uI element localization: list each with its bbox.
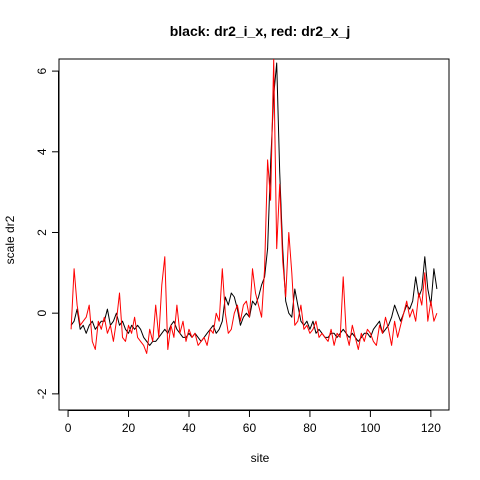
y-axis-label: scale dr2: [3, 215, 17, 264]
y-tick-label: 4: [35, 148, 49, 155]
y-tick-label: 0: [35, 310, 49, 317]
x-tick-label: 100: [360, 421, 380, 435]
series-line-black: [70, 62, 438, 346]
x-axis-label: site: [251, 451, 270, 465]
chart-title: black: dr2_i_x, red: dr2_x_j: [170, 23, 351, 39]
x-tick-label: 0: [65, 421, 72, 435]
x-axis: 0 20 40 60 80 100 120: [65, 410, 441, 435]
x-tick-label: 40: [182, 421, 196, 435]
y-tick-label: 6: [35, 67, 49, 74]
plot-area: [58, 58, 450, 411]
x-tick-label: 60: [243, 421, 257, 435]
y-axis: -2 0 2 4 6: [35, 67, 59, 399]
x-tick-label: 120: [421, 421, 441, 435]
x-tick-label: 80: [303, 421, 317, 435]
plot-frame: [58, 58, 450, 411]
series-layer: [70, 59, 438, 354]
x-tick-label: 20: [122, 421, 136, 435]
series-line-red: [70, 59, 438, 354]
y-tick-label: 2: [35, 229, 49, 236]
y-tick-label: -2: [35, 388, 49, 399]
